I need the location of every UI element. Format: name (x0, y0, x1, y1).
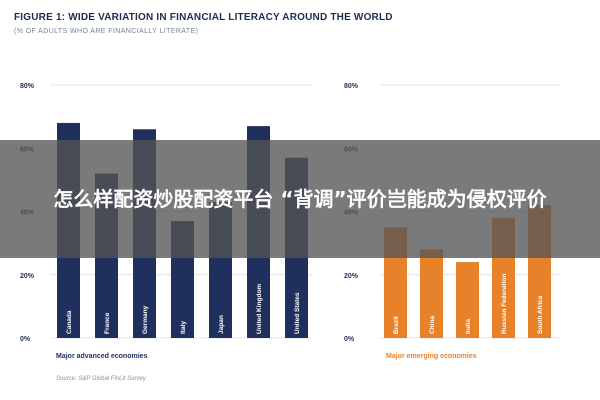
x-axis-label: Major emerging economies (386, 353, 477, 360)
y-tick-label: 20% (344, 273, 359, 280)
y-tick-label: 80% (20, 83, 35, 90)
category-label: Russian Federation (501, 274, 508, 334)
figure-subtitle: (% OF ADULTS WHO ARE FINANCIALLY LITERAT… (14, 28, 199, 35)
category-label: United Kingdom (256, 284, 263, 334)
category-label: India (465, 318, 472, 334)
y-tick-label: 80% (344, 83, 359, 90)
category-label: Japan (218, 315, 225, 334)
category-label: Brazil (393, 316, 400, 334)
bar (420, 249, 443, 338)
category-label: China (429, 316, 436, 334)
overlay-banner: 怎么样配资炒股配资平台 “背调”评价岂能成为侵权评价 (0, 140, 600, 258)
figure-title: FIGURE 1: WIDE VARIATION IN FINANCIAL LI… (14, 12, 393, 23)
category-label: South Africa (537, 295, 544, 334)
overlay-headline: 怎么样配资炒股配资平台 “背调”评价岂能成为侵权评价 (53, 187, 547, 211)
y-tick-label: 20% (20, 273, 35, 280)
source-note: Source: S&P Global FinLit Survey (56, 376, 146, 382)
y-tick-label: 0% (344, 336, 355, 343)
category-label: Canada (66, 310, 73, 334)
category-label: Germany (142, 305, 149, 334)
bar (456, 262, 479, 338)
x-axis-label: Major advanced economies (56, 353, 148, 360)
y-tick-label: 0% (20, 336, 31, 343)
category-label: France (104, 312, 111, 334)
category-label: Italy (180, 321, 187, 334)
category-label: United States (294, 292, 301, 334)
